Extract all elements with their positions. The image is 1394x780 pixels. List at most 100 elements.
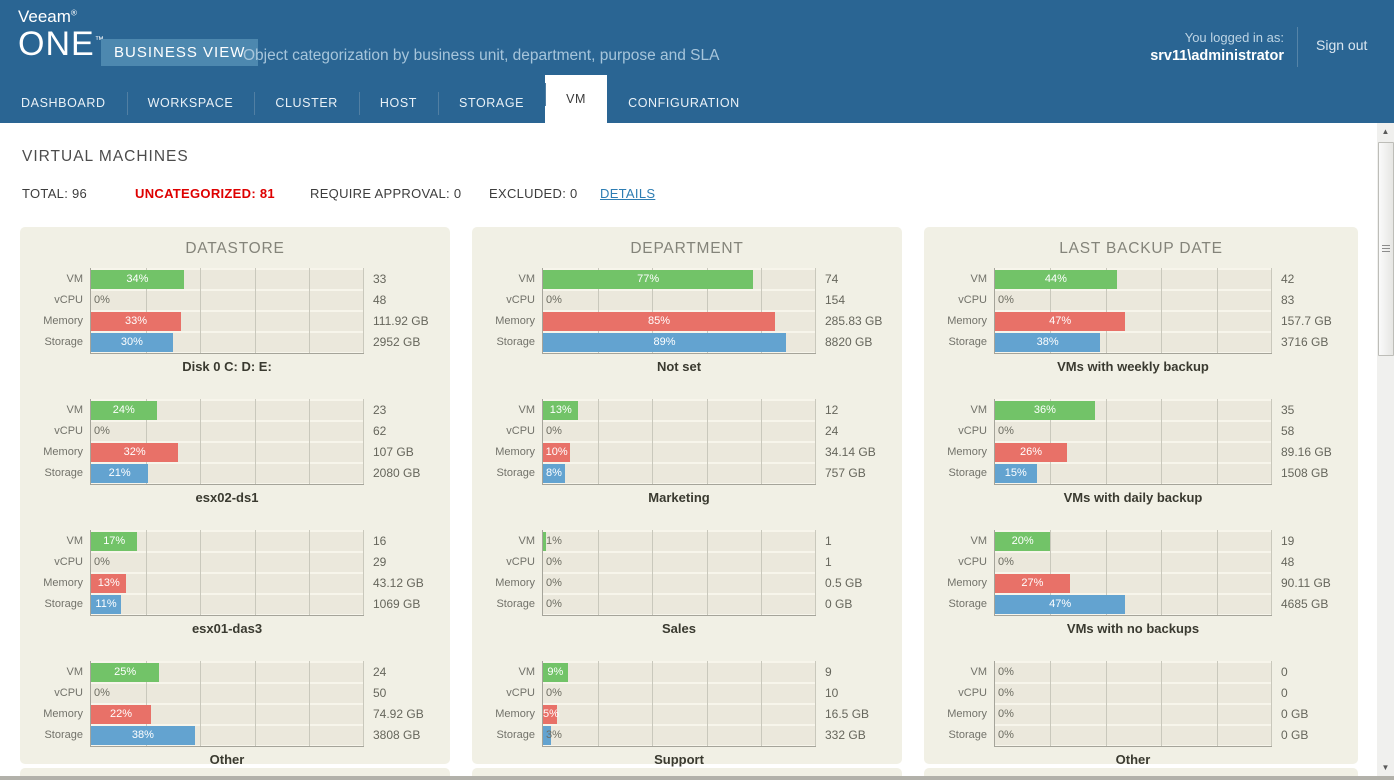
- nav-tab-dashboard[interactable]: DASHBOARD: [21, 96, 106, 110]
- bar-track-storage: 38%: [91, 726, 364, 745]
- bar-percent-label: 32%: [123, 446, 146, 458]
- nav-tab-workspace[interactable]: WORKSPACE: [126, 84, 255, 123]
- metric-value-storage: 2952 GB: [373, 335, 421, 349]
- bar-percent-label: 89%: [653, 336, 676, 348]
- bar-memory: [91, 312, 182, 331]
- bar-track-vm: 24%: [91, 401, 364, 420]
- bar-percent-label: 0%: [998, 425, 1014, 437]
- gridline: [363, 399, 364, 484]
- row-labels: VM vCPU Memory Storage: [482, 530, 542, 616]
- group-name-vms-with-no-backups: VMs with no backups: [1066, 621, 1200, 636]
- bar-memory: [995, 443, 1068, 462]
- row-labels: VM vCPU Memory Storage: [30, 530, 90, 616]
- bar-percent-label: 36%: [1033, 404, 1056, 416]
- bar-track-memory: 47%: [995, 312, 1272, 331]
- bar-track-vcpu: 0%: [91, 684, 364, 703]
- bar-vm: [91, 532, 138, 551]
- metric-value-memory: 74.92 GB: [373, 707, 424, 721]
- row-values: 9 10 16.5 GB 332 GB: [816, 661, 894, 747]
- metric-label-vm: VM: [66, 666, 84, 678]
- bar-percent-label: 27%: [1021, 577, 1044, 589]
- bar-track-vcpu: 0%: [543, 553, 816, 572]
- metric-label-vcpu: vCPU: [958, 687, 987, 699]
- bar-percent-label: 0%: [94, 687, 110, 699]
- nav-tab-storage[interactable]: STORAGE: [438, 84, 545, 123]
- details-link[interactable]: DETAILS: [600, 186, 656, 201]
- panel-title-datastore: DATASTORE: [185, 240, 285, 257]
- nav-tab-vm[interactable]: VM: [545, 75, 608, 123]
- metric-value-memory: 107 GB: [373, 445, 414, 459]
- bar-vm: [995, 532, 1051, 551]
- registered-mark: ®: [70, 8, 77, 18]
- metric-label-vcpu: vCPU: [506, 294, 535, 306]
- metric-label-storage: Storage: [948, 729, 987, 741]
- gridline: [1216, 661, 1218, 746]
- scrollbar-thumb[interactable]: [1378, 142, 1394, 356]
- metric-value-vcpu: 154: [825, 293, 846, 307]
- bar-percent-label: 47%: [1049, 315, 1072, 327]
- bar-track-vm: 77%: [543, 270, 816, 289]
- chart-group-other: VM vCPU Memory Storage 25% 0% 22% 38% 24 50 74.92 …: [20, 661, 450, 767]
- metric-label-storage: Storage: [496, 467, 535, 479]
- metric-value-vm: 16: [373, 534, 387, 548]
- metric-value-vcpu: 1: [825, 555, 832, 569]
- bar-memory: [543, 443, 571, 462]
- bar-vm: [543, 270, 754, 289]
- chart-plot: 9% 0% 5% 3%: [542, 661, 816, 747]
- bar-track-storage: 21%: [91, 464, 364, 483]
- metric-value-storage: 3808 GB: [373, 728, 421, 742]
- metric-value-storage: 4685 GB: [1281, 597, 1329, 611]
- metric-label-storage: Storage: [948, 598, 987, 610]
- bar-track-memory: 26%: [995, 443, 1272, 462]
- gridline: [145, 399, 147, 484]
- bar-track-storage: 30%: [91, 333, 364, 352]
- nav-tab-configuration[interactable]: CONFIGURATION: [628, 96, 740, 110]
- gridline: [597, 530, 599, 615]
- gridline: [1050, 661, 1052, 746]
- metric-label-storage: Storage: [496, 336, 535, 348]
- row-values: 19 48 90.11 GB 4685 GB: [1272, 530, 1350, 616]
- bar-track-vm: 20%: [995, 532, 1272, 551]
- chart-group-support: VM vCPU Memory Storage 9% 0% 5% 3% 9 10 16.5 GB 332…: [472, 661, 902, 767]
- bar-percent-label: 0%: [998, 729, 1014, 741]
- chart-plot: 0% 0% 0% 0%: [994, 661, 1272, 747]
- panel-title-department: DEPARTMENT: [630, 240, 744, 257]
- bar-vm: [995, 270, 1117, 289]
- gridline: [200, 530, 202, 615]
- gridline: [1050, 268, 1052, 353]
- metric-value-vm: 24: [373, 665, 387, 679]
- metric-label-memory: Memory: [495, 446, 535, 458]
- group-name-sales: Sales: [662, 621, 696, 636]
- row-values: 12 24 34.14 GB 757 GB: [816, 399, 894, 485]
- row-values: 23 62 107 GB 2080 GB: [364, 399, 442, 485]
- bar-track-storage: 0%: [543, 595, 816, 614]
- group-name-esx01-das3: esx01-das3: [191, 621, 263, 636]
- vertical-scrollbar[interactable]: ▲ ▼: [1377, 123, 1394, 776]
- bar-track-storage: 8%: [543, 464, 816, 483]
- bar-track-memory: 0%: [543, 574, 816, 593]
- metric-value-vcpu: 48: [1281, 555, 1295, 569]
- header-divider: [1297, 27, 1298, 67]
- metric-label-storage: Storage: [44, 729, 83, 741]
- bar-percent-label: 0%: [546, 294, 562, 306]
- gridline: [761, 399, 763, 484]
- scrollbar-down-arrow-icon[interactable]: ▼: [1381, 763, 1390, 772]
- bar-storage: [543, 464, 565, 483]
- bar-track-vm: 44%: [995, 270, 1272, 289]
- bar-percent-label: 13%: [97, 577, 120, 589]
- metric-value-vcpu: 10: [825, 686, 839, 700]
- row-labels: VM vCPU Memory Storage: [934, 530, 994, 616]
- gridline: [1105, 661, 1107, 746]
- row-labels: VM vCPU Memory Storage: [482, 399, 542, 485]
- bar-track-vm: 34%: [91, 270, 364, 289]
- gridline: [254, 530, 256, 615]
- gridline: [597, 268, 599, 353]
- bar-percent-label: 38%: [131, 729, 154, 741]
- nav-tab-host[interactable]: HOST: [358, 84, 438, 123]
- metric-value-memory: 43.12 GB: [373, 576, 424, 590]
- scrollbar-up-arrow-icon[interactable]: ▲: [1381, 127, 1390, 136]
- nav-tab-cluster[interactable]: CLUSTER: [254, 84, 359, 123]
- sign-out-button[interactable]: Sign out: [1316, 37, 1368, 53]
- stat-excluded: EXCLUDED: 0: [489, 186, 578, 201]
- metric-label-vcpu: vCPU: [958, 556, 987, 568]
